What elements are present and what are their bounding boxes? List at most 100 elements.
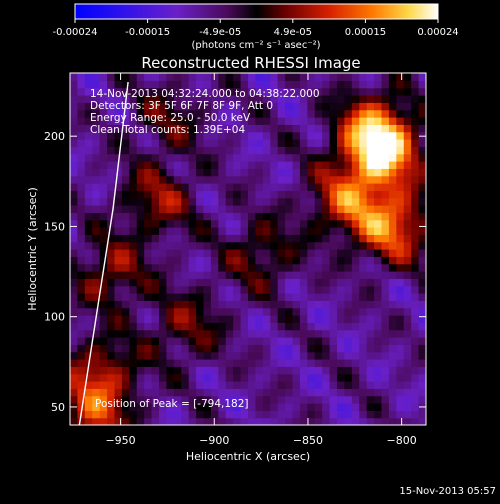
heatmap-cell bbox=[84, 146, 93, 155]
heatmap-cell bbox=[218, 131, 227, 140]
heatmap-cell bbox=[351, 219, 360, 228]
heatmap-cell bbox=[262, 263, 271, 272]
heatmap-cell bbox=[270, 256, 279, 265]
heatmap-cell bbox=[344, 197, 353, 206]
heatmap-cell bbox=[181, 366, 190, 375]
heatmap-cell bbox=[173, 87, 182, 96]
heatmap-cell bbox=[322, 161, 331, 169]
heatmap-cell bbox=[210, 95, 219, 103]
heatmap-cell bbox=[159, 359, 168, 367]
heatmap-cell bbox=[203, 153, 212, 162]
heatmap-cell bbox=[262, 249, 271, 257]
heatmap-cell bbox=[388, 73, 397, 81]
heatmap-cell bbox=[233, 227, 242, 235]
heatmap-cell bbox=[388, 168, 397, 177]
heatmap-cell bbox=[248, 73, 257, 81]
heatmap-cell bbox=[359, 388, 368, 397]
heatmap-cell bbox=[77, 219, 86, 228]
heatmap-cell bbox=[84, 124, 93, 133]
heatmap-cell bbox=[374, 271, 383, 279]
heatmap-cell bbox=[292, 124, 301, 133]
heatmap-cell bbox=[121, 249, 130, 257]
heatmap-cell bbox=[159, 388, 168, 397]
heatmap-cell bbox=[92, 124, 101, 133]
heatmap-cell bbox=[337, 95, 346, 103]
heatmap-cell bbox=[92, 417, 101, 425]
heatmap-cell bbox=[84, 278, 93, 287]
heatmap-cell bbox=[203, 373, 212, 382]
heatmap-cell bbox=[351, 373, 360, 382]
heatmap-cell bbox=[344, 153, 353, 162]
heatmap-cell bbox=[337, 300, 346, 309]
heatmap-cell bbox=[292, 263, 301, 272]
heatmap-cell bbox=[77, 212, 86, 221]
heatmap-cell bbox=[151, 117, 160, 125]
heatmap-cell bbox=[381, 241, 390, 250]
heatmap-cell bbox=[351, 337, 360, 345]
heatmap-cell bbox=[344, 219, 353, 228]
heatmap-cell bbox=[70, 139, 79, 147]
heatmap-cell bbox=[70, 161, 79, 169]
heatmap-cell bbox=[225, 410, 234, 419]
heatmap-cell bbox=[329, 256, 338, 265]
heatmap-cell bbox=[218, 344, 227, 353]
heatmap-cell bbox=[196, 95, 205, 103]
heatmap-cell bbox=[70, 351, 79, 360]
heatmap-cell bbox=[411, 205, 420, 213]
heatmap-cell bbox=[181, 131, 190, 140]
heatmap-cell bbox=[344, 124, 353, 133]
heatmap-cell bbox=[329, 395, 338, 404]
heatmap-cell bbox=[351, 153, 360, 162]
heatmap-cell bbox=[337, 139, 346, 147]
heatmap-cell bbox=[144, 183, 153, 191]
heatmap-cell bbox=[233, 293, 242, 301]
heatmap-cell bbox=[322, 381, 331, 389]
heatmap-cell bbox=[218, 234, 227, 243]
heatmap-cell bbox=[322, 227, 331, 235]
heatmap-cell bbox=[307, 329, 316, 338]
heatmap-cell bbox=[344, 373, 353, 382]
heatmap-cell bbox=[210, 388, 219, 397]
heatmap-cell bbox=[351, 249, 360, 257]
heatmap-cell bbox=[181, 73, 190, 81]
heatmap-cell bbox=[329, 271, 338, 279]
heatmap-cell bbox=[270, 366, 279, 375]
heatmap-cell bbox=[248, 175, 257, 184]
heatmap-cell bbox=[121, 351, 130, 360]
heatmap-cell bbox=[225, 205, 234, 213]
heatmap-cell bbox=[233, 234, 242, 243]
heatmap-cell bbox=[240, 366, 249, 375]
heatmap-cell bbox=[277, 403, 286, 411]
heatmap-cell bbox=[359, 124, 368, 133]
heatmap-cell bbox=[329, 153, 338, 162]
heatmap-cell bbox=[77, 146, 86, 155]
heatmap-cell bbox=[403, 183, 412, 191]
heatmap-cell bbox=[314, 212, 323, 221]
heatmap-cell bbox=[411, 234, 420, 243]
heatmap-cell bbox=[411, 337, 420, 345]
heatmap-cell bbox=[270, 241, 279, 250]
heatmap-cell bbox=[233, 351, 242, 360]
heatmap-cell bbox=[388, 329, 397, 338]
heatmap-cell bbox=[285, 197, 294, 206]
heatmap-cell bbox=[299, 219, 308, 228]
heatmap-cell bbox=[151, 366, 160, 375]
heatmap-cell bbox=[136, 109, 145, 118]
heatmap-cell bbox=[344, 139, 353, 147]
heatmap-cell bbox=[196, 212, 205, 221]
heatmap-cell bbox=[285, 161, 294, 169]
heatmap-cell bbox=[107, 293, 116, 301]
heatmap-cell bbox=[151, 146, 160, 155]
heatmap-cell bbox=[218, 256, 227, 265]
heatmap-cell bbox=[403, 197, 412, 206]
heatmap-cell bbox=[277, 307, 286, 316]
heatmap-cell bbox=[248, 190, 257, 199]
heatmap-cell bbox=[129, 153, 138, 162]
heatmap-cell bbox=[196, 329, 205, 338]
heatmap-cell bbox=[277, 124, 286, 133]
heatmap-cell bbox=[166, 190, 175, 199]
heatmap-cell bbox=[99, 131, 108, 140]
heatmap-cell bbox=[329, 366, 338, 375]
heatmap-cell bbox=[136, 139, 145, 147]
heatmap-cell bbox=[270, 263, 279, 272]
